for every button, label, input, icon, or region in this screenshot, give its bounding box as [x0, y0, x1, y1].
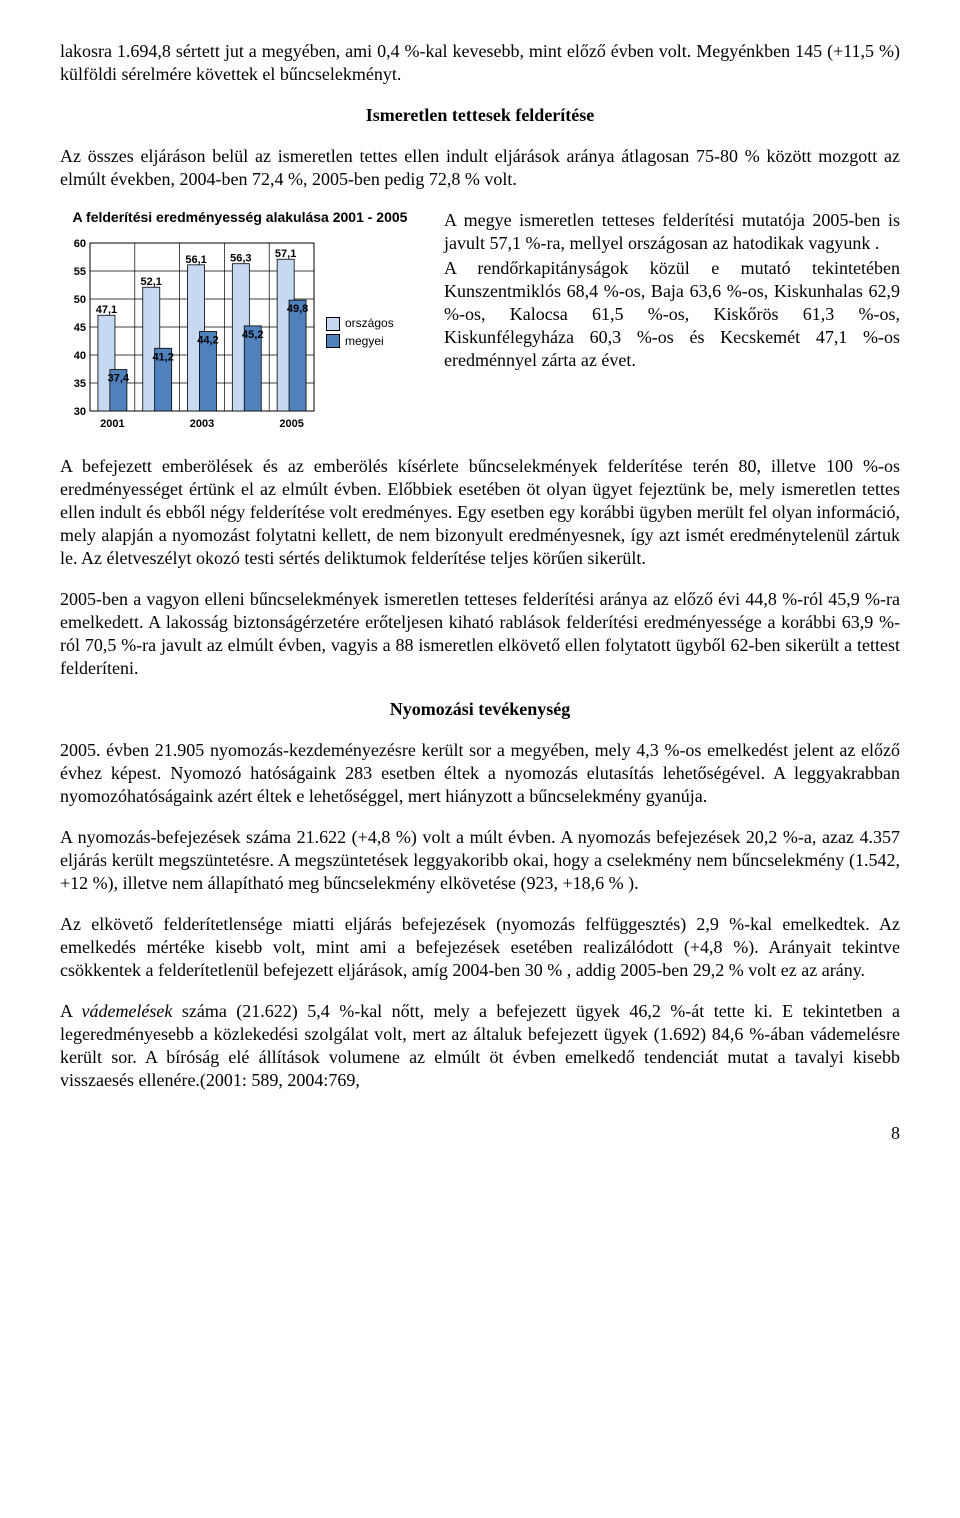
section1-p1: Az összes eljáráson belül az ismeretlen … — [60, 145, 900, 191]
svg-text:37,4: 37,4 — [108, 372, 130, 384]
svg-text:50: 50 — [74, 294, 86, 306]
svg-text:55: 55 — [74, 266, 86, 278]
legend-label-orszagos: országos — [345, 316, 394, 331]
chart-container: A felderítési eredményesség alakulása 20… — [60, 209, 420, 433]
svg-text:2001: 2001 — [100, 418, 124, 430]
section1-p-after1: A befejezett emberölések és az emberölés… — [60, 455, 900, 570]
svg-text:2005: 2005 — [279, 418, 303, 430]
chart-title: A felderítési eredményesség alakulása 20… — [60, 209, 420, 227]
svg-text:47,1: 47,1 — [96, 304, 117, 316]
section2-p4-prefix: A — [60, 1001, 81, 1021]
document-page: lakosra 1.694,8 sértett jut a megyében, … — [0, 0, 960, 1205]
section1-side-p1: A megye ismeretlen tetteses felderítési … — [444, 209, 900, 255]
page-number: 8 — [60, 1122, 900, 1145]
svg-text:45: 45 — [74, 322, 86, 334]
chart-legend: országos megyei — [326, 314, 394, 351]
chart-and-side-text: A felderítési eredményesség alakulása 20… — [60, 209, 900, 433]
legend-label-megyei: megyei — [345, 334, 384, 349]
section2-p4-italic: vádemelések — [81, 1001, 172, 1021]
section2-p4: A vádemelések száma (21.622) 5,4 %-kal n… — [60, 1000, 900, 1092]
svg-text:45,2: 45,2 — [242, 329, 263, 341]
section1-title: Ismeretlen tettesek felderítése — [60, 104, 900, 127]
svg-text:41,2: 41,2 — [152, 351, 173, 363]
svg-text:56,3: 56,3 — [230, 252, 251, 264]
chart-side-text: A megye ismeretlen tetteses felderítési … — [444, 209, 900, 372]
svg-text:52,1: 52,1 — [141, 276, 162, 288]
section2-p4-rest: száma (21.622) 5,4 %-kal nőtt, mely a be… — [60, 1001, 900, 1090]
svg-text:30: 30 — [74, 406, 86, 418]
svg-text:60: 60 — [74, 238, 86, 250]
section2-title: Nyomozási tevékenység — [60, 698, 900, 721]
legend-swatch-orszagos — [326, 317, 340, 331]
section1-side-p2: A rendőrkapitányságok közül e mutató tek… — [444, 257, 900, 372]
svg-text:2003: 2003 — [190, 418, 214, 430]
intro-paragraph: lakosra 1.694,8 sértett jut a megyében, … — [60, 40, 900, 86]
svg-text:57,1: 57,1 — [275, 248, 296, 260]
legend-item-orszagos: országos — [326, 316, 394, 331]
section2-p2: A nyomozás-befejezések száma 21.622 (+4,… — [60, 826, 900, 895]
svg-text:56,1: 56,1 — [185, 253, 206, 265]
svg-text:40: 40 — [74, 350, 86, 362]
legend-item-megyei: megyei — [326, 334, 394, 349]
section2-p3: Az elkövető felderítetlensége miatti elj… — [60, 913, 900, 982]
section1-p-after2: 2005-ben a vagyon elleni bűncselekmények… — [60, 588, 900, 680]
section2-p1: 2005. évben 21.905 nyomozás-kezdeményezé… — [60, 739, 900, 808]
svg-text:35: 35 — [74, 378, 86, 390]
bar-chart: 30 35 40 45 50 55 60 47,1 37,4 52,1 41,2 56,1 44,2 56… — [60, 233, 320, 433]
svg-text:49,8: 49,8 — [287, 303, 308, 315]
legend-swatch-megyei — [326, 334, 340, 348]
svg-text:44,2: 44,2 — [197, 334, 218, 346]
